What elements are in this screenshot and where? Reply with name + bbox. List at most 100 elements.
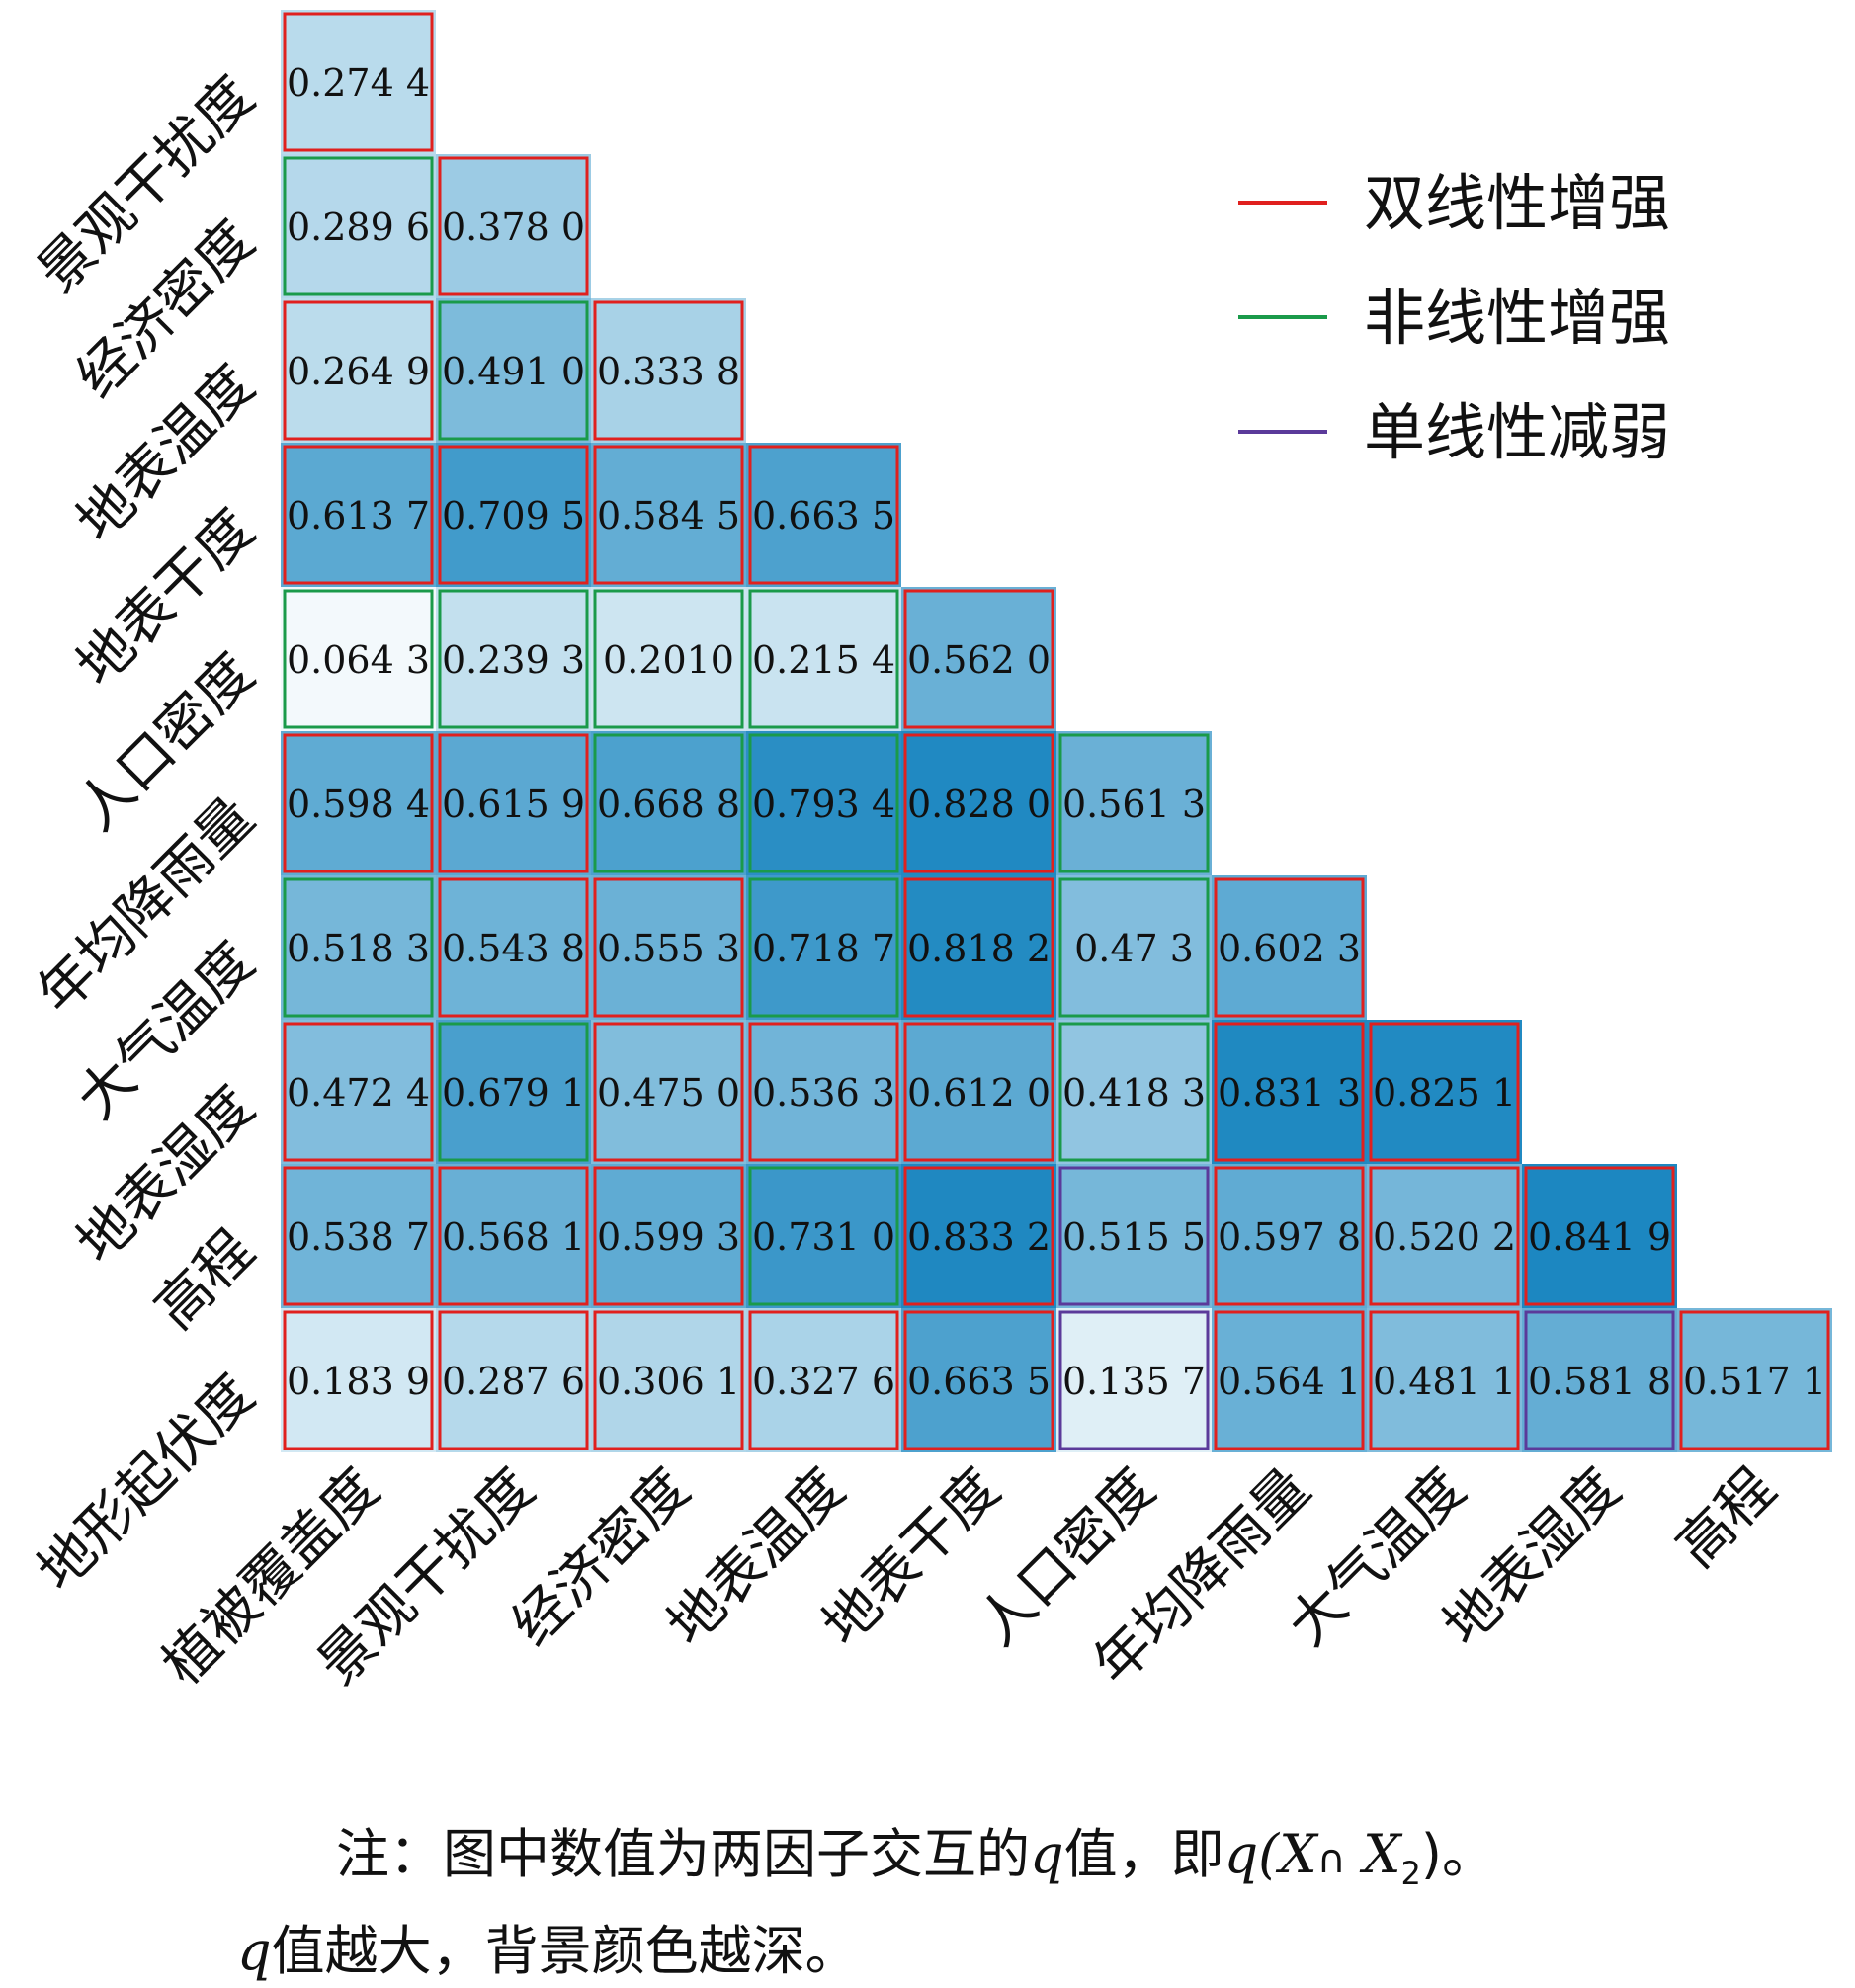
heatmap-cell-7-7 — [1367, 1020, 1522, 1164]
cell-value-7-5: 0.418 3 — [1062, 1071, 1206, 1115]
cell-border-8-4 — [903, 1166, 1054, 1306]
cell-value-6-2: 0.555 3 — [597, 927, 740, 970]
heatmap-cell-5-4 — [901, 731, 1056, 875]
row-label-8: 高程 — [143, 1218, 267, 1342]
cell-value-3-2: 0.584 5 — [597, 494, 740, 538]
heatmap-cell-4-2 — [591, 587, 746, 731]
cell-value-8-6: 0.597 8 — [1218, 1215, 1361, 1259]
cell-value-7-2: 0.475 0 — [597, 1071, 740, 1115]
cell-value-4-1: 0.239 3 — [442, 638, 585, 682]
cell-border-6-3 — [748, 877, 899, 1018]
heatmap-cell-6-1 — [436, 875, 591, 1020]
cell-value-7-6: 0.831 3 — [1218, 1071, 1361, 1115]
heatmap-cell-9-5 — [1056, 1308, 1212, 1452]
cell-border-8-2 — [593, 1166, 744, 1306]
heatmap-cell-5-0 — [281, 731, 436, 875]
heatmap-cell-2-1 — [436, 298, 591, 443]
heatmap-cell-9-6 — [1212, 1308, 1367, 1452]
cell-border-9-2 — [593, 1310, 744, 1450]
cell-border-3-0 — [283, 445, 434, 585]
cell-border-3-1 — [438, 445, 589, 585]
cell-border-7-7 — [1369, 1022, 1520, 1162]
cell-value-9-8: 0.581 8 — [1528, 1360, 1671, 1403]
footnote-line-1: 注：图中数值为两因子交互的q值，即q(X∩ X2)。 — [336, 1823, 1495, 1892]
cell-border-5-3 — [748, 733, 899, 873]
cell-value-7-4: 0.612 0 — [907, 1071, 1051, 1115]
cell-value-2-0: 0.264 9 — [287, 350, 430, 393]
cell-border-2-0 — [283, 300, 434, 441]
heatmap-cell-7-3 — [746, 1020, 901, 1164]
row-label-9: 地形起伏度 — [26, 1363, 267, 1604]
column-labels: 植被覆盖度景观干扰度经济密度地表温度地表干度人口密度年均降雨量大气温度地表湿度高… — [150, 1456, 1788, 1698]
heatmap-cell-7-5 — [1056, 1020, 1212, 1164]
heatmap-cell-1-0 — [281, 154, 436, 298]
cell-border-7-2 — [593, 1022, 744, 1162]
cell-value-8-1: 0.568 1 — [442, 1215, 585, 1259]
cell-border-5-2 — [593, 733, 744, 873]
cell-value-7-7: 0.825 1 — [1373, 1071, 1516, 1115]
cell-border-7-6 — [1214, 1022, 1365, 1162]
cell-value-8-5: 0.515 5 — [1062, 1215, 1206, 1259]
cell-value-9-2: 0.306 1 — [597, 1360, 740, 1403]
heatmap-cell-9-4 — [901, 1308, 1056, 1452]
heatmap-cell-9-8 — [1522, 1308, 1677, 1452]
footnote-line-2: q值越大，背景颜色越深。 — [237, 1920, 859, 1982]
heatmap-cell-9-3 — [746, 1308, 901, 1452]
cell-value-5-1: 0.615 9 — [442, 783, 585, 826]
cell-value-5-4: 0.828 0 — [907, 783, 1051, 826]
heatmap-cell-5-1 — [436, 731, 591, 875]
cell-value-8-4: 0.833 2 — [907, 1215, 1051, 1259]
heatmap-cell-6-2 — [591, 875, 746, 1020]
heatmap-cells: 0.274 4 0.289 6 0.378 0 0.264 9 0.491 0 0.333… — [281, 10, 1832, 1452]
heatmap-cell-8-5 — [1056, 1164, 1212, 1308]
cell-value-5-0: 0.598 4 — [287, 783, 430, 826]
cell-border-4-0 — [283, 589, 434, 729]
heatmap-cell-4-4 — [901, 587, 1056, 731]
cell-value-4-0: 0.064 3 — [287, 638, 430, 682]
heatmap-cell-7-4 — [901, 1020, 1056, 1164]
cell-border-8-3 — [748, 1166, 899, 1306]
heatmap-cell-4-3 — [746, 587, 901, 731]
cell-value-4-3: 0.215 4 — [752, 638, 895, 682]
cell-border-8-0 — [283, 1166, 434, 1306]
cell-border-7-5 — [1058, 1022, 1210, 1162]
cell-value-1-0: 0.289 6 — [287, 206, 430, 249]
heatmap-cell-7-6 — [1212, 1020, 1367, 1164]
cell-border-1-1 — [438, 156, 589, 296]
cell-value-8-8: 0.841 9 — [1528, 1215, 1671, 1259]
cell-border-5-4 — [903, 733, 1054, 873]
cell-value-7-3: 0.536 3 — [752, 1071, 895, 1115]
cell-value-9-7: 0.481 1 — [1373, 1360, 1516, 1403]
cell-border-8-7 — [1369, 1166, 1520, 1306]
cell-border-6-6 — [1214, 877, 1365, 1018]
cell-value-9-1: 0.287 6 — [442, 1360, 585, 1403]
heatmap-cell-8-1 — [436, 1164, 591, 1308]
cell-border-7-1 — [438, 1022, 589, 1162]
heatmap-cell-6-0 — [281, 875, 436, 1020]
legend-label-p: 单线性减弱 — [1364, 396, 1670, 468]
cell-value-6-6: 0.602 3 — [1218, 927, 1361, 970]
heatmap-cell-8-8 — [1522, 1164, 1677, 1308]
cell-value-8-3: 0.731 0 — [752, 1215, 895, 1259]
cell-border-9-1 — [438, 1310, 589, 1450]
cell-border-4-3 — [748, 589, 899, 729]
heatmap-cell-3-0 — [281, 443, 436, 587]
cell-value-8-7: 0.520 2 — [1373, 1215, 1516, 1259]
heatmap-cell-8-3 — [746, 1164, 901, 1308]
cell-border-4-2 — [593, 589, 744, 729]
heatmap-cell-7-1 — [436, 1020, 591, 1164]
cell-border-3-2 — [593, 445, 744, 585]
cell-border-9-7 — [1369, 1310, 1520, 1450]
cell-value-6-3: 0.718 7 — [752, 927, 895, 970]
cell-border-8-1 — [438, 1166, 589, 1306]
heatmap-cell-9-0 — [281, 1308, 436, 1452]
heatmap-cell-8-0 — [281, 1164, 436, 1308]
cell-border-0-0 — [283, 12, 434, 152]
heatmap-cell-5-5 — [1056, 731, 1212, 875]
cell-value-4-4: 0.562 0 — [907, 638, 1051, 682]
cell-border-4-1 — [438, 589, 589, 729]
cell-border-9-9 — [1679, 1310, 1830, 1450]
cell-border-9-6 — [1214, 1310, 1365, 1450]
